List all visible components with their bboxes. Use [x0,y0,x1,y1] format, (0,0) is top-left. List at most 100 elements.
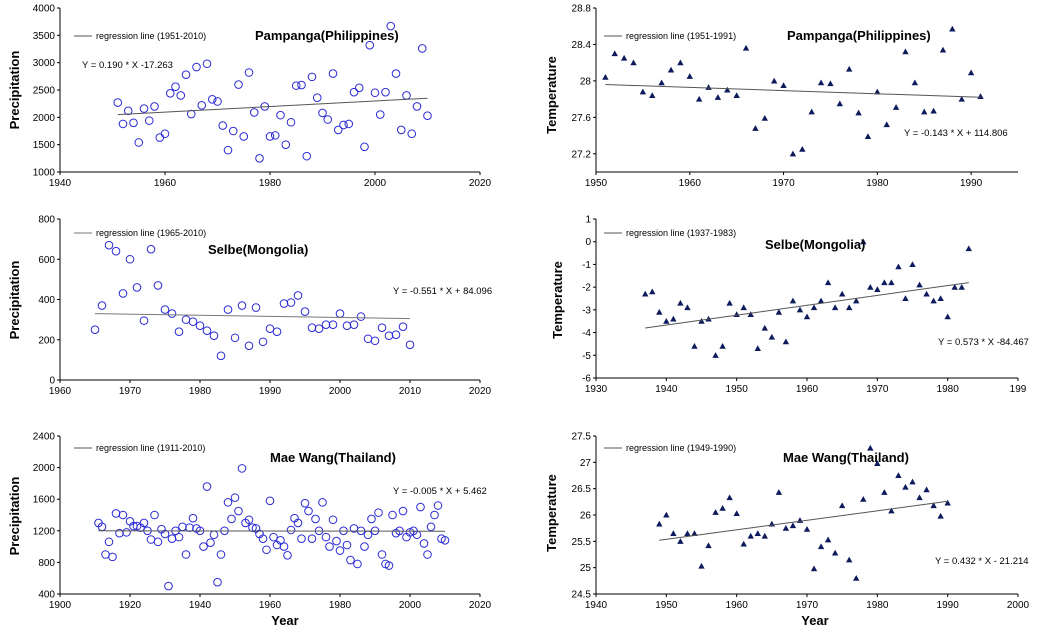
data-point [824,536,832,543]
data-point [307,72,317,82]
data-point [881,279,888,286]
y-axis-label: Precipitation [7,477,22,556]
data-point [104,537,114,547]
data-point [363,334,373,344]
data-point [160,305,170,314]
data-point [353,559,362,569]
regression-line [117,97,428,116]
data-point [775,308,783,315]
data-point [639,88,647,95]
data-point [691,530,698,536]
data-point [761,532,768,539]
y-tick-label: 3000 [33,58,56,69]
data-point [300,307,310,316]
data-point [90,325,100,334]
data-point [423,111,432,120]
panel-title: Mae Wang(Thailand) [270,450,396,465]
data-point [276,110,285,120]
data-point [881,489,888,495]
data-point [207,94,217,104]
data-points [642,238,972,358]
data-point [307,323,317,332]
x-tick-label: 1980 [189,386,212,397]
data-point [740,540,747,547]
data-point [297,534,306,544]
legend-label: regression line (1965-2010) [96,228,206,238]
data-point [244,341,254,351]
data-point [838,502,846,509]
data-point [281,140,291,149]
data-point [965,245,972,252]
data-point [831,304,839,311]
x-tick-label: 1940 [585,600,608,611]
data-point [930,107,937,114]
panel-selbe-precipitation: 0 200 400 600 800 1960 1970 1980 1990 2000 2010 20… [7,215,492,398]
y-tick-label: 1 [585,215,591,226]
data-point [108,552,117,562]
data-point [293,291,303,300]
data-point [118,289,128,298]
data-point [286,298,296,307]
panel-title: Mae Wang(Thailand) [783,450,909,465]
data-point [367,514,376,524]
data-point [377,323,387,332]
data-point [864,133,872,140]
data-point [325,542,334,551]
data-point [139,104,149,113]
data-point [132,283,142,292]
data-point [283,550,292,560]
data-point [930,297,937,304]
x-tick-label: 1940 [655,384,678,395]
data-point [677,59,684,66]
data-point [747,311,754,317]
data-point [944,499,951,506]
data-point [318,498,327,507]
data-point [349,87,359,97]
data-point [216,351,226,361]
data-point [658,79,665,86]
panel-title: Selbe(Mongolia) [765,237,865,252]
y-tick-label: 400 [38,295,55,306]
x-tick-label: 199 [1010,384,1027,395]
data-point [892,104,900,110]
data-point [902,483,909,490]
y-tick-label: 3500 [33,31,56,42]
data-point [867,283,874,290]
x-tick-label: 1980 [937,384,960,395]
data-point [895,472,902,479]
data-point [381,87,390,97]
data-point [174,327,184,337]
y-tick-label: 800 [38,215,55,226]
data-point [328,69,338,78]
data-point [342,540,352,550]
y-axis-label: Temperature [544,474,559,552]
data-point [265,132,275,141]
x-ticks: 1950 1960 1970 1980 1990 [585,172,983,189]
data-point [118,119,128,129]
data-point [860,238,867,245]
data-point [391,69,401,78]
legend-label: regression line (1951-2010) [96,31,206,41]
data-point [153,537,163,547]
x-tick-label: 1980 [329,600,352,611]
x-tick-label: 1920 [119,600,142,611]
data-point [234,506,243,516]
data-point [761,324,768,331]
data-point [202,482,212,491]
y-axis-label: Temperature [550,261,565,339]
y-tick-label: 25 [580,563,592,574]
data-point [663,318,670,324]
data-point [227,514,236,524]
data-point [923,486,930,493]
x-ticks: 1930 1940 1950 1960 1970 1980 199 [585,378,1027,395]
data-point [853,297,860,304]
data-point [733,311,740,317]
data-point [874,88,881,95]
data-point [698,318,705,324]
data-point [789,522,797,529]
panel-title: Pampanga(Philippines) [255,28,399,43]
y-axis-label: Temperature [544,56,559,134]
data-point [426,522,436,532]
data-point [747,532,754,539]
data-points [113,21,432,163]
